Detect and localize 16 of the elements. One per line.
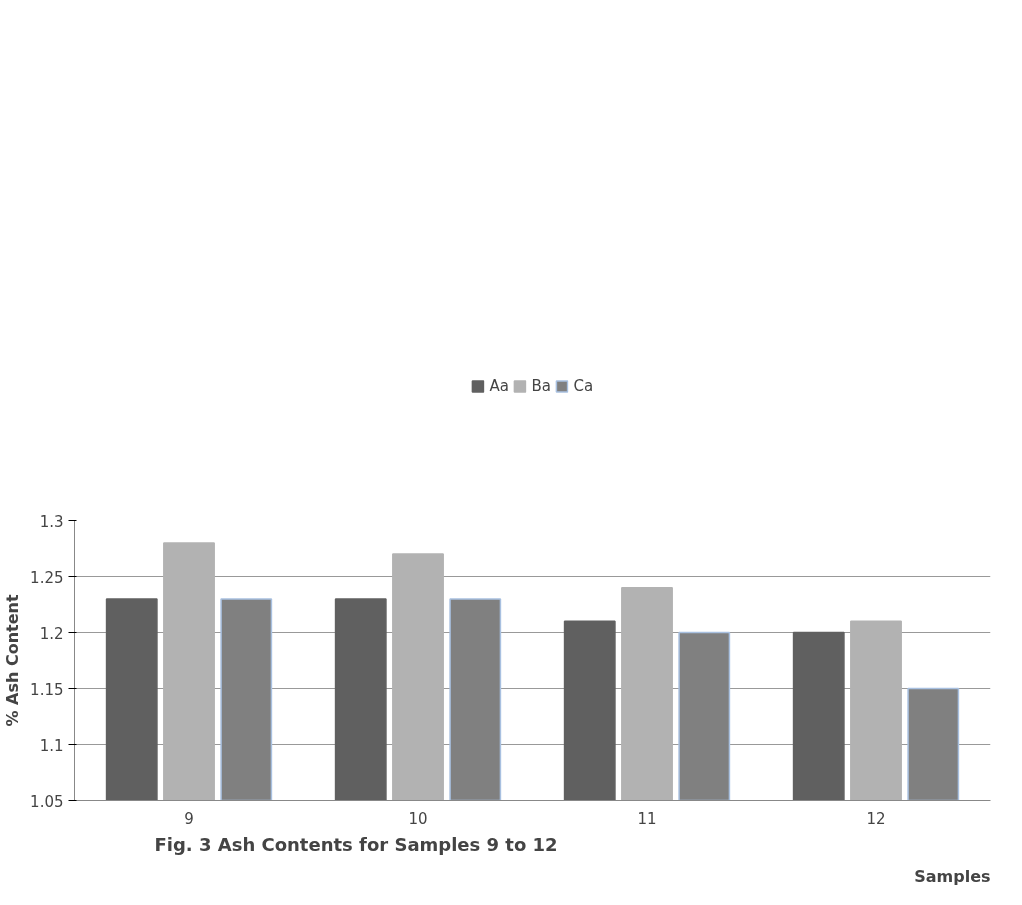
x-tick-label: 12 — [866, 809, 886, 828]
x-tick-label: 9 — [184, 809, 194, 828]
y-tick-label: 1.1 — [39, 736, 64, 755]
y-tick-label: 1.2 — [39, 624, 64, 643]
caption: Fig. 3 Ash Contents for Samples 9 to 12 — [154, 833, 558, 855]
y-tick-label: 1.05 — [30, 792, 64, 811]
y-axis-title: % Ash Content — [3, 594, 23, 727]
y-tick-label: 1.3 — [39, 512, 64, 531]
y-tick-label: 1.15 — [30, 680, 64, 699]
x-tick-label: 10 — [408, 809, 428, 828]
y-tick-label: 1.25 — [30, 568, 64, 587]
x-axis-title: Samples — [914, 866, 991, 886]
legend-label: Ca — [573, 376, 594, 395]
legend-label: Aa — [489, 376, 510, 395]
x-tick-label: 11 — [637, 809, 657, 828]
legend-label: Ba — [531, 376, 552, 395]
